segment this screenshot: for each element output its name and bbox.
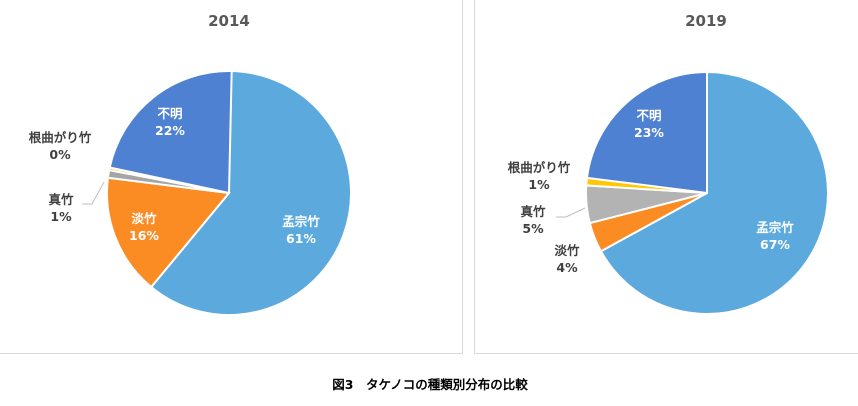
- pie-slice-2014-1: [106, 176, 231, 289]
- figure-caption: 図3 タケノコの種類別分布の比較: [332, 377, 528, 392]
- pie-slice-2019-4: [585, 70, 708, 195]
- chart-title-2014: 2014: [208, 12, 250, 30]
- label-2019-mousouchiku: 孟宗竹 67%: [756, 220, 794, 252]
- label-2019-hachiku: 淡竹 4%: [554, 243, 580, 275]
- label-2014-nemagaridake: 根曲がり竹 0%: [28, 130, 92, 162]
- pie-slice-2014-0: [149, 69, 352, 316]
- chart-title-2019: 2019: [685, 12, 727, 30]
- label-2019-madake: 真竹 5%: [520, 204, 546, 236]
- label-2014-madake: 真竹 1%: [48, 192, 74, 224]
- label-2019-nemagaridake: 根曲がり竹 1%: [507, 160, 571, 192]
- pie-slice-2019-0: [599, 70, 829, 315]
- label-2014-hachiku: 淡竹 16%: [129, 211, 159, 243]
- leader-line-madake-1: [556, 207, 586, 218]
- label-2014-fumei: 不明 22%: [155, 106, 185, 138]
- label-2014-mousouchiku: 孟宗竹 61%: [282, 214, 320, 246]
- pie-slice-2014-4: [108, 70, 233, 195]
- leader-line-madake-0: [82, 181, 105, 205]
- label-2019-fumei: 不明 23%: [634, 108, 664, 140]
